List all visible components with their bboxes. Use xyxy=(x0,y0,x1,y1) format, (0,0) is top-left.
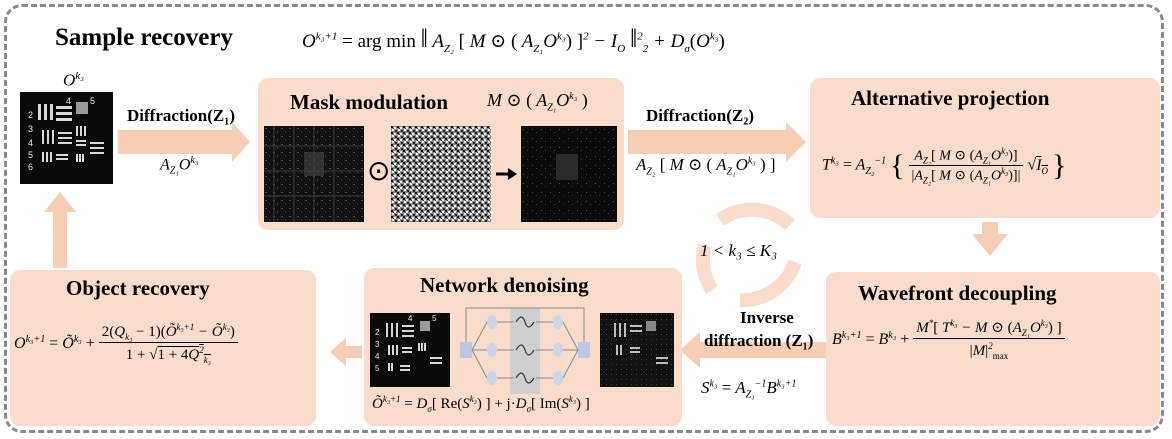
diffraction-z2-label: Diffraction(Z₂) xyxy=(646,106,755,125)
usaf-target-graphic: 2 3 4 5 6 4 5 xyxy=(28,96,104,172)
diffraction-field-image xyxy=(264,126,364,222)
modulated-field-image xyxy=(521,126,617,222)
network-denoising-equation: Õk₃+1 = Dσ[ Re(Sk₃) ] + j·Dσ[ Im(Sk₃) ] xyxy=(372,394,590,414)
object-recovery-panel xyxy=(10,270,316,426)
svg-text:2: 2 xyxy=(28,110,33,120)
inverse-diffraction-expr: Sk₃ = AZ₁−1Bk₃+1 xyxy=(701,378,797,401)
inverse-diffraction-label-2: diffraction (Z₁) xyxy=(704,331,814,350)
top-equation: Ok₃+1 = arg min ‖ AZ₂ [ M ⊙ ( AZ₁Ok₃) ]2… xyxy=(302,24,725,55)
diffraction-z1-label: Diffraction(Z₁) xyxy=(127,106,236,125)
network-denoising-title: Network denoising xyxy=(420,273,589,297)
object-recovery-equation: Ok₃+1 = Õk₃ + 2(Qk₃ − 1)(Õk₃+1 − Õk₃) 1 … xyxy=(14,322,238,367)
denoised-output-image: 2 3 4 5 4 5 xyxy=(370,313,450,387)
svg-text:3: 3 xyxy=(28,124,33,134)
alternative-projection-panel xyxy=(810,78,1160,218)
outer-dashed-frame xyxy=(4,4,1164,433)
odot-operator: ⊙ xyxy=(367,154,391,187)
inverse-diffraction-label-1: Inverse xyxy=(740,308,794,327)
wavefront-decoupling-title: Wavefront decoupling xyxy=(858,281,1057,305)
svg-text:4: 4 xyxy=(28,138,33,148)
svg-text:4: 4 xyxy=(375,352,380,361)
loop-condition: 1 < k₃ ≤ K₃ xyxy=(700,241,778,260)
alternative-projection-title: Alternative projection xyxy=(851,86,1050,110)
diffraction-z1-expr: AZ₁Ok₃ xyxy=(160,155,199,177)
diagram-title: Sample recovery xyxy=(55,24,233,51)
svg-text:5: 5 xyxy=(375,364,380,373)
alternative-projection-equation: Tk₃ = AZ₂−1 { AZ₂[ M ⊙ (AZ₁Ok₃)] |AZ₂[ M… xyxy=(822,146,1067,186)
wavefront-decoupling-panel xyxy=(826,272,1160,426)
svg-text:4: 4 xyxy=(66,96,71,106)
svg-text:5: 5 xyxy=(432,314,437,323)
svg-text:2: 2 xyxy=(375,328,380,337)
diffraction-z2-expr: AZ₂ [ M ⊙ ( AZ₁Ok₃ ) ] xyxy=(636,155,776,178)
sample-target-image: 2 3 4 5 6 4 5 xyxy=(20,92,113,184)
svg-text:4: 4 xyxy=(408,314,413,323)
denoising-network-graphic xyxy=(454,306,596,396)
svg-text:3: 3 xyxy=(375,340,380,349)
mask-modulation-expr: M ⊙ ( AZ₁Ok₃ ) xyxy=(487,90,588,114)
svg-text:5: 5 xyxy=(28,150,33,160)
mask-modulation-title: Mask modulation xyxy=(290,90,449,114)
svg-text:6: 6 xyxy=(28,162,33,172)
object-recovery-title: Object recovery xyxy=(66,276,210,300)
noisy-input-image xyxy=(600,313,674,387)
random-mask-image xyxy=(391,126,491,222)
sample-image-label: Ok₃ xyxy=(63,70,84,90)
svg-text:5: 5 xyxy=(90,96,95,106)
wavefront-decoupling-equation: Bk₃+1 = Bk₃ + M*[ Tk₃ − M ⊙ (AZ₁Ok₃) ] |… xyxy=(832,318,1065,363)
